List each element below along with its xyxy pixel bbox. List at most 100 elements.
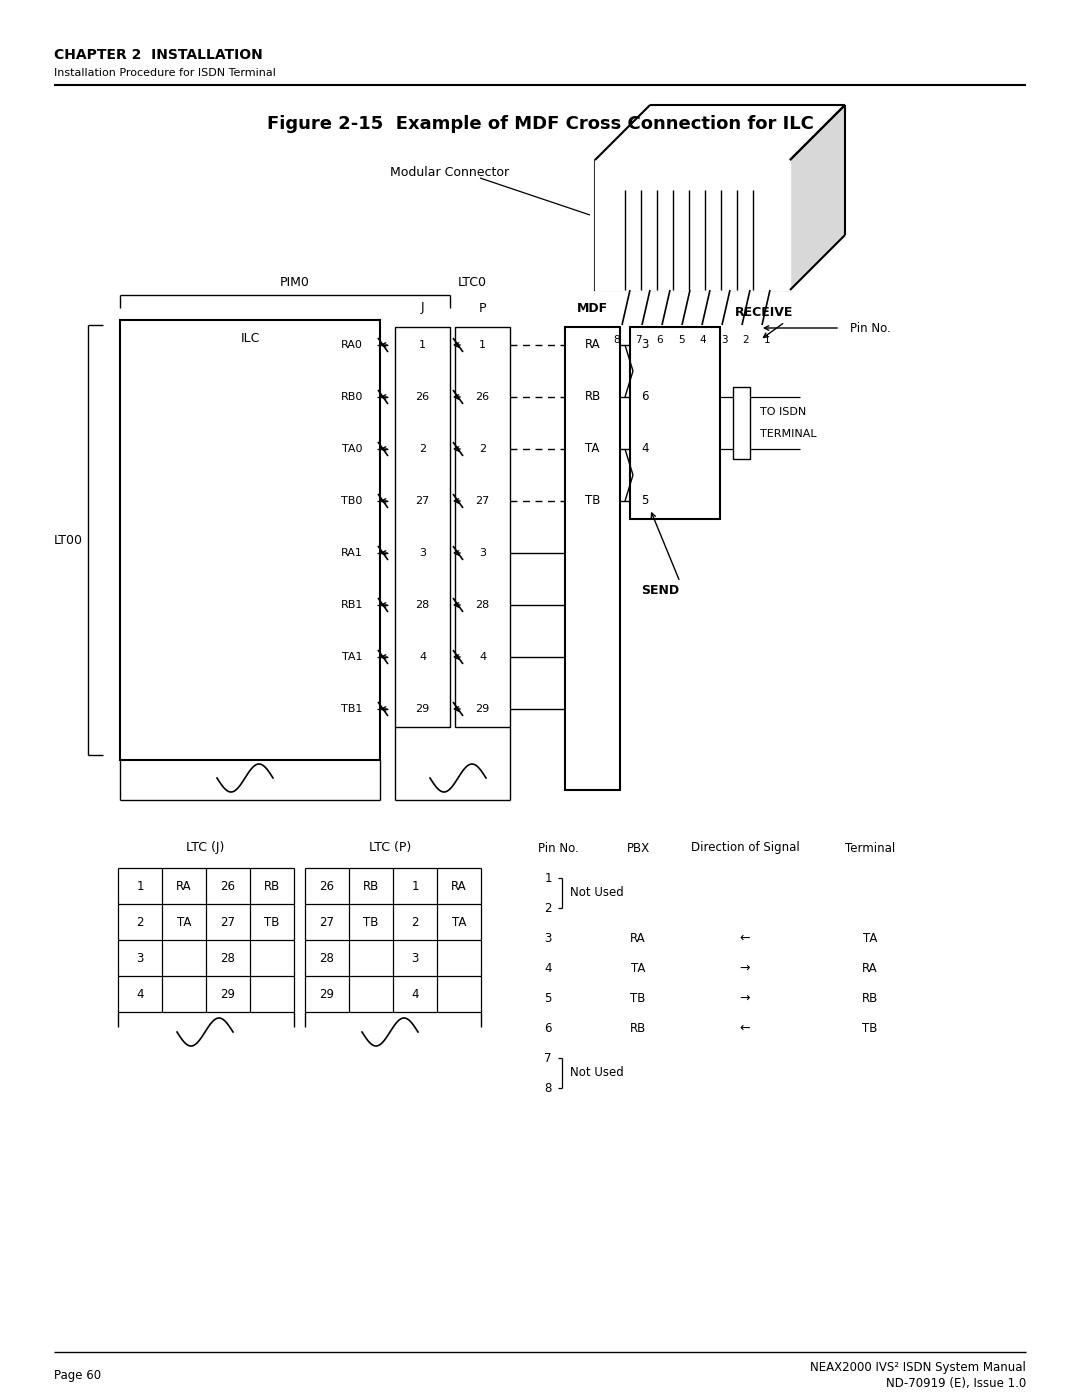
- Text: TB: TB: [265, 915, 280, 929]
- Text: TA: TA: [585, 443, 599, 455]
- Text: 1: 1: [544, 872, 552, 884]
- Text: 4: 4: [136, 988, 144, 1000]
- Text: 4: 4: [411, 988, 419, 1000]
- Text: 4: 4: [478, 652, 486, 662]
- Text: →: →: [740, 961, 751, 975]
- Text: 3: 3: [419, 548, 426, 557]
- Text: RA: RA: [862, 961, 878, 975]
- Text: TB: TB: [363, 915, 379, 929]
- Text: 8: 8: [544, 1081, 552, 1094]
- Text: 29: 29: [320, 988, 335, 1000]
- Text: TB1: TB1: [341, 704, 363, 714]
- Text: 2: 2: [411, 915, 419, 929]
- Text: 1: 1: [411, 880, 419, 893]
- Text: RA: RA: [451, 880, 467, 893]
- Text: 5: 5: [642, 495, 649, 507]
- Text: 26: 26: [416, 393, 430, 402]
- Text: 2: 2: [478, 444, 486, 454]
- Polygon shape: [789, 105, 845, 291]
- Text: MDF: MDF: [577, 302, 608, 314]
- Text: 26: 26: [475, 393, 489, 402]
- Text: 4: 4: [544, 961, 552, 975]
- Text: Installation Procedure for ISDN Terminal: Installation Procedure for ISDN Terminal: [54, 68, 275, 78]
- Text: 3: 3: [642, 338, 649, 352]
- Text: 28: 28: [320, 951, 335, 964]
- Text: 2: 2: [136, 915, 144, 929]
- Text: TERMINAL: TERMINAL: [760, 429, 816, 439]
- Text: 6: 6: [544, 1021, 552, 1035]
- Text: PBX: PBX: [626, 841, 649, 855]
- Text: 3: 3: [136, 951, 144, 964]
- Text: PIM0: PIM0: [280, 275, 310, 289]
- Text: RB1: RB1: [341, 599, 363, 610]
- Text: 27: 27: [220, 915, 235, 929]
- Text: 7: 7: [544, 1052, 552, 1065]
- Text: 1: 1: [136, 880, 144, 893]
- Text: Page 60: Page 60: [54, 1369, 102, 1382]
- Text: RA: RA: [176, 880, 192, 893]
- Text: 28: 28: [475, 599, 489, 610]
- Text: 27: 27: [475, 496, 489, 506]
- Text: LTC0: LTC0: [458, 275, 486, 289]
- Text: 26: 26: [220, 880, 235, 893]
- Text: J: J: [421, 302, 424, 314]
- Text: 1: 1: [480, 339, 486, 351]
- Text: 27: 27: [320, 915, 335, 929]
- Text: 29: 29: [475, 704, 489, 714]
- Text: LTC (P): LTC (P): [369, 841, 411, 855]
- Text: RB: RB: [630, 1021, 646, 1035]
- Text: ←: ←: [740, 1021, 751, 1035]
- Text: 7: 7: [635, 335, 642, 345]
- Text: ILC: ILC: [241, 331, 259, 345]
- Text: 28: 28: [416, 599, 430, 610]
- Text: Not Used: Not Used: [570, 1066, 624, 1080]
- Text: RB: RB: [363, 880, 379, 893]
- Text: TA1: TA1: [341, 652, 362, 662]
- Text: 2: 2: [544, 901, 552, 915]
- Text: RA: RA: [631, 932, 646, 944]
- Text: 26: 26: [320, 880, 335, 893]
- Text: RA0: RA0: [341, 339, 363, 351]
- Text: 4: 4: [419, 652, 427, 662]
- Text: 8: 8: [613, 335, 620, 345]
- Text: Direction of Signal: Direction of Signal: [690, 841, 799, 855]
- Text: 2: 2: [419, 444, 427, 454]
- Text: →: →: [740, 992, 751, 1004]
- Text: 4: 4: [700, 335, 706, 345]
- Bar: [733, 387, 750, 460]
- Text: TB: TB: [631, 992, 646, 1004]
- Text: RB: RB: [584, 391, 600, 404]
- Text: Pin No.: Pin No.: [538, 841, 579, 855]
- Text: LTC (J): LTC (J): [186, 841, 225, 855]
- Text: RB: RB: [862, 992, 878, 1004]
- Text: Terminal: Terminal: [845, 841, 895, 855]
- Bar: [395, 327, 450, 726]
- Text: LT00: LT00: [54, 534, 82, 546]
- Text: ND-70919 (E), Issue 1.0: ND-70919 (E), Issue 1.0: [886, 1376, 1026, 1390]
- Text: TA: TA: [451, 915, 467, 929]
- Text: Figure 2-15  Example of MDF Cross Connection for ILC: Figure 2-15 Example of MDF Cross Connect…: [267, 115, 813, 133]
- Text: 5: 5: [678, 335, 685, 345]
- Text: TA: TA: [177, 915, 191, 929]
- Text: 6: 6: [642, 391, 649, 404]
- Text: RECEIVE: RECEIVE: [735, 306, 794, 319]
- Text: TO ISDN: TO ISDN: [760, 407, 807, 416]
- Bar: [120, 320, 380, 760]
- Text: Modular Connector: Modular Connector: [390, 165, 509, 179]
- Text: 3: 3: [544, 932, 552, 944]
- Text: SEND: SEND: [640, 584, 679, 597]
- Text: 1: 1: [765, 335, 771, 345]
- Polygon shape: [595, 161, 789, 291]
- Text: Pin No.: Pin No.: [850, 321, 891, 334]
- Text: RB: RB: [264, 880, 280, 893]
- Polygon shape: [595, 105, 845, 161]
- Text: RA1: RA1: [341, 548, 363, 557]
- Text: 3: 3: [721, 335, 728, 345]
- Text: 3: 3: [480, 548, 486, 557]
- Text: 28: 28: [220, 951, 235, 964]
- Text: RA: RA: [584, 338, 600, 352]
- Text: 4: 4: [642, 443, 649, 455]
- Text: TB: TB: [862, 1021, 878, 1035]
- Text: 29: 29: [416, 704, 430, 714]
- Bar: [455, 327, 510, 726]
